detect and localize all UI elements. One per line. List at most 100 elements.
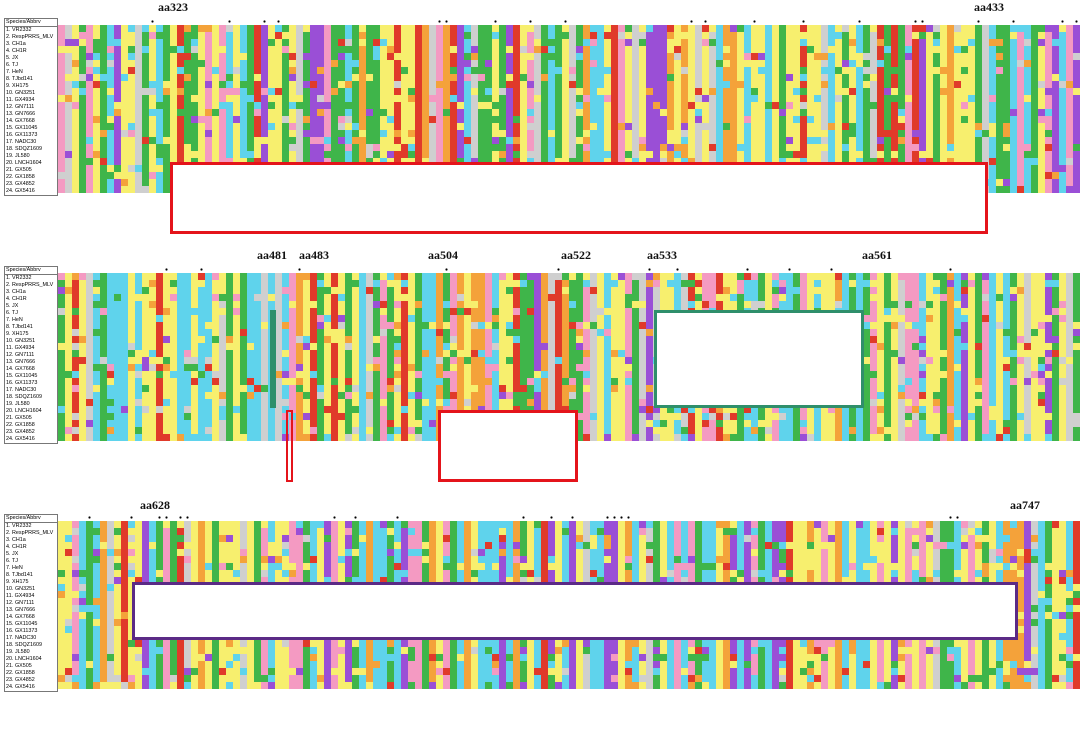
residue-cell bbox=[856, 294, 863, 301]
residue-cell bbox=[968, 280, 975, 287]
residue-cell bbox=[478, 39, 485, 46]
residue-cell bbox=[338, 144, 345, 151]
residue-cell bbox=[1073, 186, 1080, 193]
residue-cell bbox=[786, 46, 793, 53]
residue-cell bbox=[275, 137, 282, 144]
residue-cell bbox=[359, 109, 366, 116]
residue-cell bbox=[163, 116, 170, 123]
residue-cell bbox=[737, 102, 744, 109]
residue-cell bbox=[156, 88, 163, 95]
residue-cell bbox=[247, 67, 254, 74]
conservation-row-cell bbox=[982, 266, 989, 273]
residue-cell bbox=[338, 67, 345, 74]
residue-cell bbox=[1059, 315, 1066, 322]
residue-cell bbox=[289, 109, 296, 116]
residue-cell bbox=[1038, 95, 1045, 102]
residue-cell bbox=[807, 137, 814, 144]
residue-cell bbox=[191, 294, 198, 301]
residue-cell bbox=[618, 116, 625, 123]
residue-cell bbox=[1059, 102, 1066, 109]
conservation-row-cell bbox=[793, 18, 800, 25]
residue-cell bbox=[709, 158, 716, 165]
residue-cell bbox=[912, 315, 919, 322]
residue-cell bbox=[443, 88, 450, 95]
residue-cell bbox=[793, 158, 800, 165]
residue-cell bbox=[688, 46, 695, 53]
conservation-row-cell bbox=[499, 266, 506, 273]
residue-cell bbox=[569, 123, 576, 130]
residue-cell bbox=[443, 308, 450, 315]
residue-cell bbox=[555, 39, 562, 46]
residue-cell bbox=[394, 95, 401, 102]
residue-cell bbox=[842, 287, 849, 294]
residue-cell bbox=[996, 273, 1003, 280]
residue-cell bbox=[940, 308, 947, 315]
residue-cell bbox=[436, 273, 443, 280]
residue-cell bbox=[79, 102, 86, 109]
residue-cell bbox=[1045, 179, 1052, 186]
conservation-row-cell bbox=[177, 266, 184, 273]
residue-cell bbox=[177, 53, 184, 60]
residue-cell bbox=[1052, 165, 1059, 172]
conservation-row-cell bbox=[639, 18, 646, 25]
residue-cell bbox=[1024, 280, 1031, 287]
residue-cell bbox=[667, 46, 674, 53]
residue-cell bbox=[1052, 67, 1059, 74]
residue-cell bbox=[835, 273, 842, 280]
residue-cell bbox=[254, 287, 261, 294]
residue-cell bbox=[667, 301, 674, 308]
residue-cell bbox=[835, 39, 842, 46]
residue-cell bbox=[646, 308, 653, 315]
residue-cell bbox=[282, 60, 289, 67]
residue-cell bbox=[219, 144, 226, 151]
residue-cell bbox=[443, 158, 450, 165]
residue-cell bbox=[597, 102, 604, 109]
residue-cell bbox=[219, 308, 226, 315]
residue-cell bbox=[569, 67, 576, 74]
residue-cell bbox=[583, 287, 590, 294]
residue-cell bbox=[527, 130, 534, 137]
residue-cell bbox=[800, 273, 807, 280]
residue-cell bbox=[611, 322, 618, 329]
residue-cell bbox=[919, 137, 926, 144]
residue-cell bbox=[744, 32, 751, 39]
conservation-row-cell bbox=[821, 18, 828, 25]
residue-cell bbox=[1059, 130, 1066, 137]
residue-cell bbox=[310, 280, 317, 287]
residue-cell bbox=[919, 95, 926, 102]
residue-cell bbox=[436, 151, 443, 158]
residue-cell bbox=[93, 151, 100, 158]
residue-cell bbox=[667, 109, 674, 116]
residue-cell bbox=[471, 60, 478, 67]
residue-cell bbox=[268, 95, 275, 102]
residue-cell bbox=[1031, 315, 1038, 322]
residue-cell bbox=[387, 109, 394, 116]
residue-cell bbox=[975, 46, 982, 53]
residue-cell bbox=[310, 130, 317, 137]
residue-cell bbox=[275, 144, 282, 151]
residue-cell bbox=[408, 123, 415, 130]
residue-cell bbox=[541, 102, 548, 109]
residue-cell bbox=[702, 158, 709, 165]
residue-cell bbox=[65, 123, 72, 130]
residue-cell bbox=[331, 273, 338, 280]
residue-cell bbox=[793, 25, 800, 32]
residue-cell bbox=[513, 67, 520, 74]
residue-cell bbox=[618, 280, 625, 287]
residue-cell bbox=[632, 144, 639, 151]
residue-cell bbox=[499, 25, 506, 32]
residue-cell bbox=[128, 273, 135, 280]
residue-cell bbox=[254, 116, 261, 123]
residue-cell bbox=[212, 123, 219, 130]
residue-cell bbox=[947, 130, 954, 137]
residue-cell bbox=[597, 280, 604, 287]
residue-cell bbox=[86, 88, 93, 95]
residue-cell bbox=[443, 116, 450, 123]
residue-cell bbox=[667, 81, 674, 88]
residue-cell bbox=[779, 25, 786, 32]
conservation-row-cell bbox=[373, 18, 380, 25]
residue-cell bbox=[730, 39, 737, 46]
residue-cell bbox=[499, 280, 506, 287]
conservation-row-cell bbox=[156, 18, 163, 25]
residue-cell bbox=[177, 25, 184, 32]
